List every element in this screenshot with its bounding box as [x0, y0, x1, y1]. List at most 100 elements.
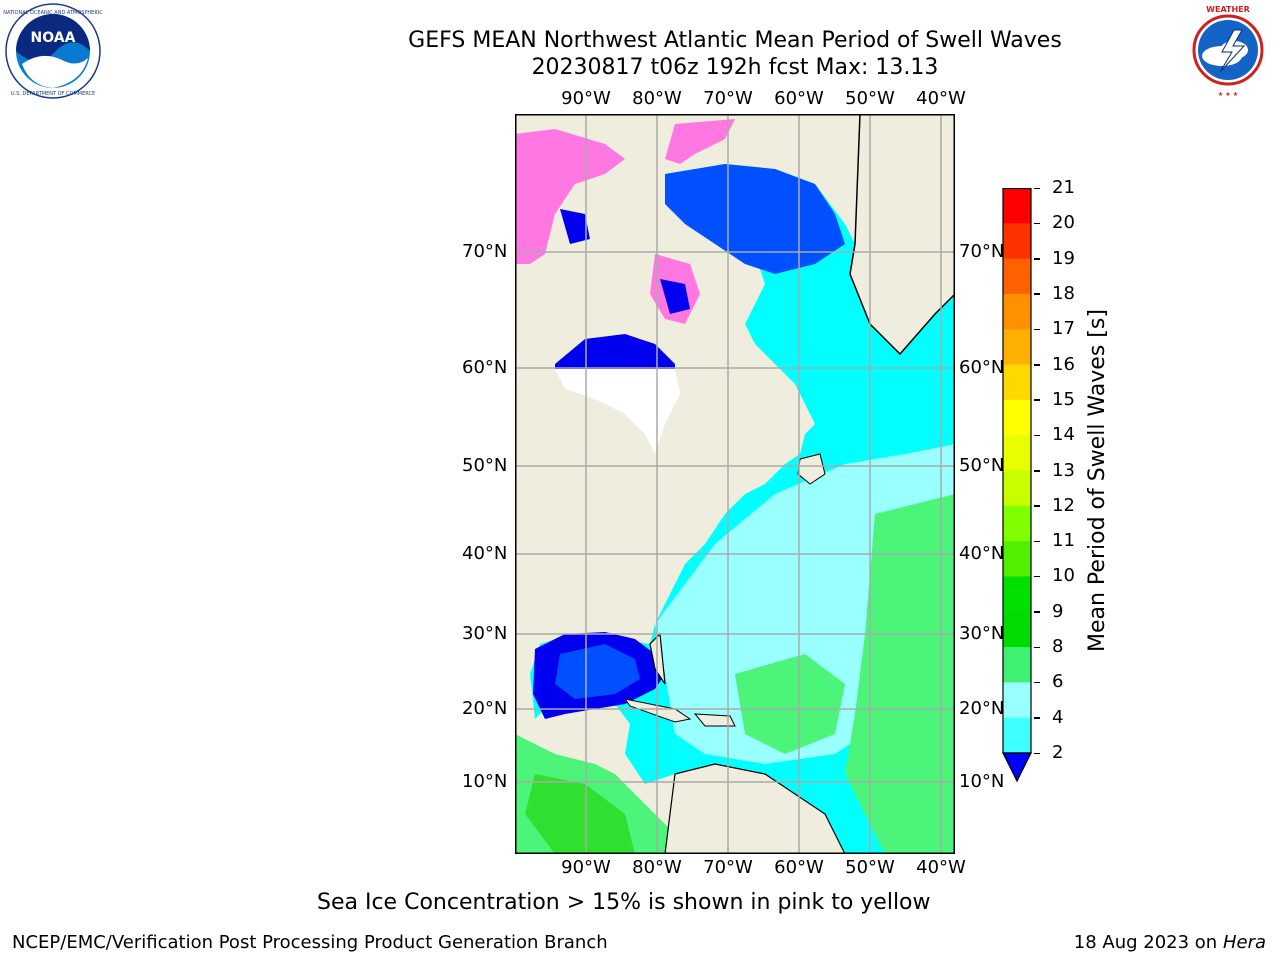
colorbar-tick-label: 11: [1052, 530, 1075, 552]
colorbar-band: [1003, 505, 1031, 542]
colorbar-tick-label: 6: [1052, 671, 1064, 693]
noaa-logo: NOAA NATIONAL OCEANIC AND ATMOSPHERIC U.…: [2, 2, 104, 100]
svg-text:★ ★ ★: ★ ★ ★: [1218, 91, 1238, 98]
colorbar-frame: [1002, 188, 1032, 754]
colorbar-tick-label: 20: [1052, 212, 1075, 234]
lon-label-top-40w: 40°W: [916, 88, 966, 109]
colorbar: [1002, 188, 1034, 783]
map-title: GEFS MEAN Northwest Atlantic Mean Period…: [408, 28, 1062, 53]
lat-label-left-40n: 40°N: [462, 543, 508, 564]
map-frame: [515, 114, 955, 854]
lat-label-left-20n: 20°N: [462, 698, 508, 719]
sea-ice-note: Sea Ice Concentration > 15% is shown in …: [317, 890, 931, 915]
lat-label-right-60n: 60°N: [959, 357, 1005, 378]
ocean-green-east: [845, 494, 955, 854]
colorbar-band: [1003, 435, 1031, 471]
colorbar-tick-label: 8: [1052, 636, 1064, 658]
lat-label-right-30n: 30°N: [959, 623, 1005, 644]
colorbar-tick-mark: [1034, 505, 1040, 507]
colorbar-tick-label: 10: [1052, 565, 1075, 587]
colorbar-tick-mark: [1034, 328, 1040, 331]
colorbar-tick-mark: [1034, 187, 1040, 189]
lat-label-right-20n: 20°N: [959, 698, 1005, 719]
lon-label-top-90w: 90°W: [561, 88, 611, 109]
land-greenland: [849, 114, 955, 356]
lon-label-bottom-90w: 90°W: [561, 857, 611, 878]
svg-text:U.S. DEPARTMENT OF COMMERCE: U.S. DEPARTMENT OF COMMERCE: [11, 91, 95, 97]
colorbar-band: [1003, 611, 1031, 648]
colorbar-band: [1003, 258, 1031, 295]
nws-logo: WEATHER ★ ★ ★: [1178, 0, 1278, 100]
colorbar-tick-mark: [1034, 752, 1040, 754]
colorbar-tick-mark: [1034, 681, 1040, 684]
lat-label-left-60n: 60°N: [462, 357, 508, 378]
colorbar-band: [1003, 399, 1031, 436]
colorbar-band: [1003, 682, 1031, 719]
colorbar-tick-label: 21: [1052, 177, 1075, 198]
colorbar-ticks: 21 20 19 18 17 16 15 14 13 12 11 10 9 8 6 4 2: [1034, 177, 1094, 788]
colorbar-tick-mark: [1034, 399, 1040, 401]
lon-label-top-80w: 80°W: [632, 88, 682, 109]
colorbar-tick-label: 17: [1052, 318, 1075, 340]
hudson-bay: [555, 334, 675, 369]
colorbar-tick-label: 18: [1052, 282, 1075, 304]
lat-label-right-10n: 10°N: [959, 771, 1005, 792]
colorbar-tick-label: 2: [1052, 742, 1064, 763]
colorbar-tick-label: 9: [1052, 600, 1064, 622]
colorbar-tick-mark: [1034, 434, 1040, 437]
lat-label-left-70n: 70°N: [462, 241, 508, 262]
lat-label-right-40n: 40°N: [959, 543, 1005, 564]
colorbar-tick-mark: [1034, 470, 1040, 472]
lon-label-bottom-40w: 40°W: [916, 857, 966, 878]
colorbar-tick-label: 4: [1052, 706, 1064, 728]
lat-label-left-50n: 50°N: [462, 455, 508, 476]
colorbar-tick-mark: [1034, 364, 1040, 366]
colorbar-tick-mark: [1034, 258, 1040, 260]
colorbar-tick-label: 15: [1052, 388, 1075, 410]
colorbar-tick-label: 13: [1052, 459, 1075, 481]
lon-label-top-70w: 70°W: [703, 88, 753, 109]
colorbar-tick-mark: [1034, 222, 1040, 225]
lat-label-right-50n: 50°N: [959, 455, 1005, 476]
colorbar-band: [1003, 293, 1031, 330]
land-south-america: [664, 763, 846, 854]
colorbar-band: [1003, 576, 1031, 613]
colorbar-tick-mark: [1034, 611, 1040, 613]
swell-period-map: [515, 114, 955, 854]
lon-label-bottom-60w: 60°W: [774, 857, 824, 878]
colorbar-tick-label: 16: [1052, 353, 1075, 375]
colorbar-band: [1003, 541, 1031, 577]
baffin-bay: [665, 164, 845, 274]
graticule: [515, 114, 955, 854]
colorbar-band: [1003, 647, 1031, 683]
svg-text:WEATHER: WEATHER: [1206, 5, 1250, 14]
colorbar-tick-mark: [1034, 646, 1040, 649]
footer-date-text: 18 Aug 2023 on: [1073, 932, 1218, 953]
colorbar-band: [1003, 364, 1031, 401]
colorbar-band: [1003, 329, 1031, 366]
land-hispaniola: [693, 713, 736, 727]
colorbar-band: [1003, 717, 1031, 754]
colorbar-band: [1003, 188, 1031, 224]
lat-label-left-10n: 10°N: [462, 771, 508, 792]
svg-text:NOAA: NOAA: [31, 30, 76, 46]
colorbar-extend-triangle: [1002, 752, 1032, 783]
colorbar-tick-label: 19: [1052, 247, 1075, 269]
footer-branch: NCEP/EMC/Verification Post Processing Pr…: [12, 932, 608, 953]
lat-label-right-70n: 70°N: [959, 241, 1005, 262]
lon-label-top-50w: 50°W: [845, 88, 895, 109]
footer-date: 18 Aug 2023 on Hera: [1074, 932, 1266, 953]
colorbar-tick-mark: [1034, 293, 1040, 295]
colorbar-tick-mark: [1034, 540, 1040, 543]
colorbar-title: Mean Period of Swell Waves [s]: [1085, 309, 1110, 652]
lon-label-bottom-50w: 50°W: [845, 857, 895, 878]
colorbar-band: [1003, 470, 1031, 507]
colorbar-tick-label: 14: [1052, 424, 1075, 446]
map-subtitle: 20230817 t06z 192h fcst Max: 13.13: [531, 55, 939, 80]
sea-ice: [515, 129, 625, 264]
lon-label-bottom-70w: 70°W: [703, 857, 753, 878]
colorbar-tick-label: 12: [1052, 494, 1075, 516]
colorbar-band: [1003, 223, 1031, 260]
colorbar-tick-mark: [1034, 717, 1040, 719]
lon-label-bottom-80w: 80°W: [632, 857, 682, 878]
